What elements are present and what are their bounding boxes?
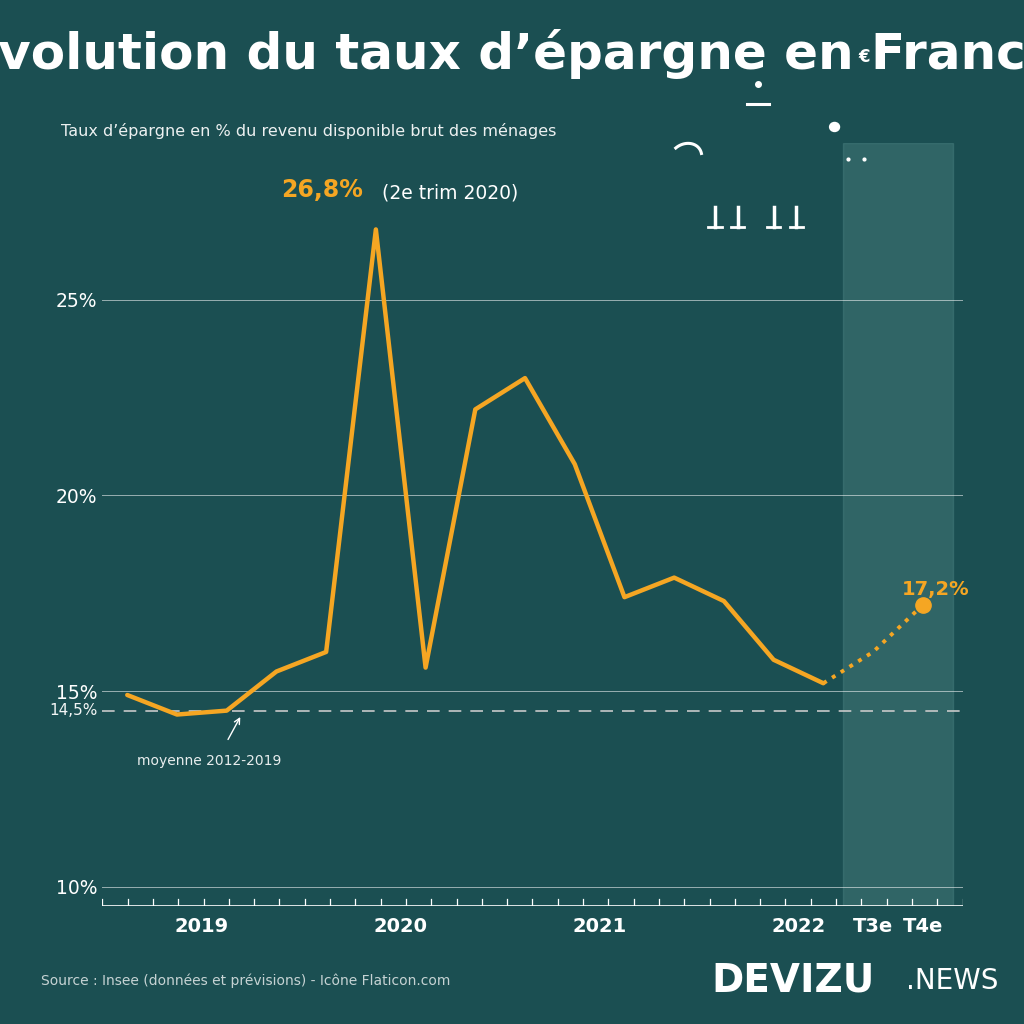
Text: .NEWS: .NEWS [906, 967, 998, 995]
Circle shape [829, 123, 840, 131]
Text: 17,2%: 17,2% [901, 580, 969, 599]
Text: Source : Insee (données et prévisions) - Icône Flaticon.com: Source : Insee (données et prévisions) -… [41, 974, 451, 988]
Bar [843, 143, 952, 906]
Text: Taux d’épargne en % du revenu disponible brut des ménages: Taux d’épargne en % du revenu disponible… [61, 123, 557, 139]
Text: 26,8%: 26,8% [282, 178, 364, 202]
Text: €: € [858, 48, 869, 67]
Text: DEVIZU: DEVIZU [712, 962, 876, 1000]
Text: 14,5%: 14,5% [49, 703, 97, 718]
Text: moyenne 2012-2019: moyenne 2012-2019 [137, 754, 282, 768]
Text: Evolution du taux d’épargne en France: Evolution du taux d’épargne en France [0, 29, 1024, 79]
Text: (2e trim 2020): (2e trim 2020) [376, 183, 518, 202]
